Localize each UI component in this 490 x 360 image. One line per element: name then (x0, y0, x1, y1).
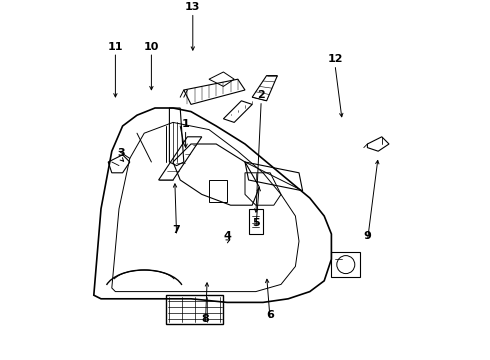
Text: 7: 7 (173, 225, 180, 235)
Text: 6: 6 (266, 310, 274, 320)
Text: 13: 13 (185, 2, 200, 12)
Text: 1: 1 (182, 119, 190, 129)
Text: 9: 9 (364, 231, 371, 241)
Text: 4: 4 (223, 231, 231, 241)
Text: 11: 11 (108, 42, 123, 52)
Text: 3: 3 (117, 148, 124, 158)
Text: 5: 5 (252, 218, 260, 228)
Text: 8: 8 (201, 314, 209, 324)
Text: 12: 12 (327, 54, 343, 64)
Text: 10: 10 (144, 42, 159, 52)
Text: 2: 2 (257, 90, 265, 100)
